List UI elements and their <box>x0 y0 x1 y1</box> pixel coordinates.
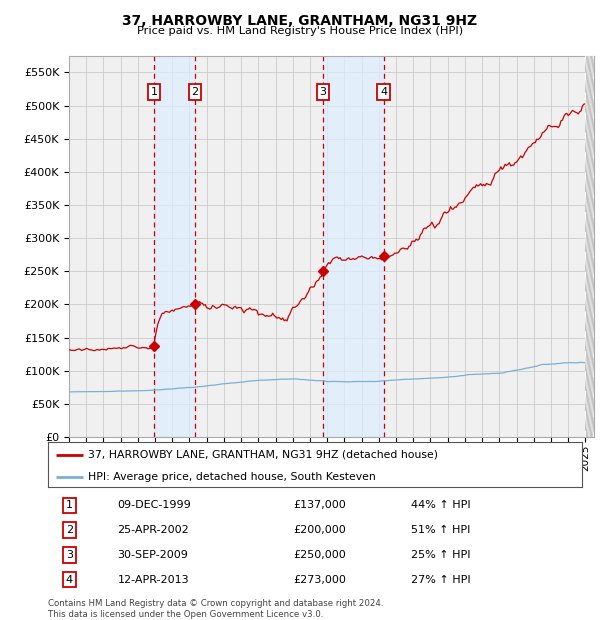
Text: 12-APR-2013: 12-APR-2013 <box>118 575 189 585</box>
Text: Contains HM Land Registry data © Crown copyright and database right 2024.
This d: Contains HM Land Registry data © Crown c… <box>48 600 383 619</box>
Text: £250,000: £250,000 <box>293 550 346 560</box>
Text: £200,000: £200,000 <box>293 525 346 535</box>
Text: 37, HARROWBY LANE, GRANTHAM, NG31 9HZ: 37, HARROWBY LANE, GRANTHAM, NG31 9HZ <box>122 14 478 28</box>
Text: Price paid vs. HM Land Registry's House Price Index (HPI): Price paid vs. HM Land Registry's House … <box>137 26 463 36</box>
Polygon shape <box>586 56 594 437</box>
Text: HPI: Average price, detached house, South Kesteven: HPI: Average price, detached house, Sout… <box>88 472 376 482</box>
Text: 4: 4 <box>66 575 73 585</box>
Text: 09-DEC-1999: 09-DEC-1999 <box>118 500 191 510</box>
Text: 2: 2 <box>191 87 199 97</box>
Bar <box>323 56 383 437</box>
Text: 25% ↑ HPI: 25% ↑ HPI <box>411 550 470 560</box>
Text: 44% ↑ HPI: 44% ↑ HPI <box>411 500 471 510</box>
Text: 51% ↑ HPI: 51% ↑ HPI <box>411 525 470 535</box>
Text: 3: 3 <box>319 87 326 97</box>
Text: 1: 1 <box>66 500 73 510</box>
Text: 3: 3 <box>66 550 73 560</box>
Text: 2: 2 <box>66 525 73 535</box>
Text: 25-APR-2002: 25-APR-2002 <box>118 525 189 535</box>
Text: 1: 1 <box>151 87 158 97</box>
Text: 37, HARROWBY LANE, GRANTHAM, NG31 9HZ (detached house): 37, HARROWBY LANE, GRANTHAM, NG31 9HZ (d… <box>88 450 438 459</box>
Text: 27% ↑ HPI: 27% ↑ HPI <box>411 575 471 585</box>
Text: 4: 4 <box>380 87 387 97</box>
Text: £137,000: £137,000 <box>293 500 346 510</box>
Bar <box>154 56 195 437</box>
Text: 30-SEP-2009: 30-SEP-2009 <box>118 550 188 560</box>
Text: £273,000: £273,000 <box>293 575 347 585</box>
